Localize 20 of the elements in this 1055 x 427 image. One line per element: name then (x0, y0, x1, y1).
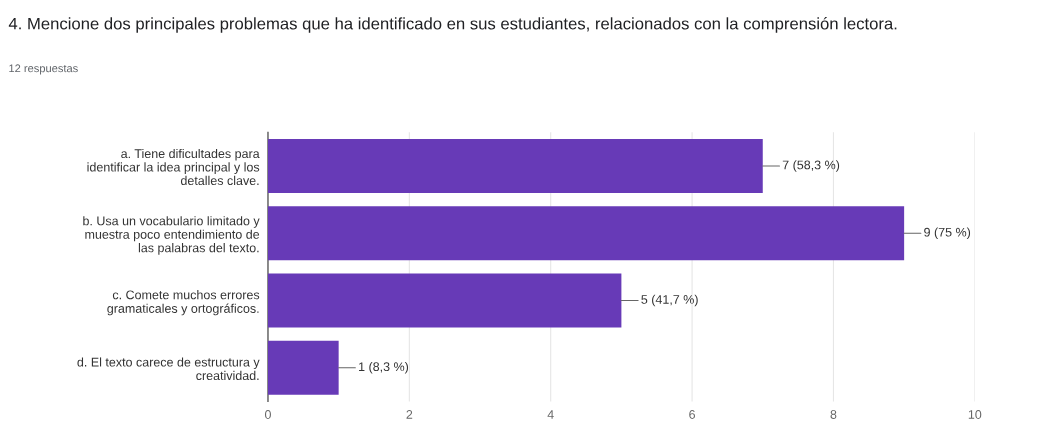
x-tick-label: 10 (968, 410, 982, 419)
data-label: 1 (8,3 %) (359, 361, 409, 374)
x-tick-label: 2 (406, 410, 413, 419)
x-tick-label: 6 (689, 410, 696, 419)
data-label: 9 (75 %) (924, 227, 971, 240)
bar (267, 273, 622, 328)
y-tick-label: b. Usa un vocabulario limitado y muestra poco entendimiento de las palabras del texto. (83, 216, 260, 255)
y-tick-label: a. Tiene dificultades para identificar la idea principal y los detalles clave. (87, 148, 260, 186)
bar (267, 206, 905, 261)
bar (267, 340, 339, 395)
bar (267, 139, 763, 193)
x-tick-label: 0 (264, 410, 271, 419)
x-tick-label: 8 (830, 410, 837, 419)
y-tick-label: d. El texto carece de estructura y creatividad. (77, 357, 260, 381)
x-tick-label: 4 (547, 410, 554, 419)
y-tick-label: c. Comete muchos errores gramaticales y ortográficos. (107, 290, 260, 316)
text: 12 respuestas (9, 64, 78, 75)
chart-title: 4. Mencione dos principales problemas que ha identificado en sus estudiantes, relacionados con la comprensión lectora. (8, 17, 897, 33)
data-label: 7 (58,3 %) (782, 160, 840, 172)
data-label: 5 (41,7 %) (641, 294, 698, 307)
